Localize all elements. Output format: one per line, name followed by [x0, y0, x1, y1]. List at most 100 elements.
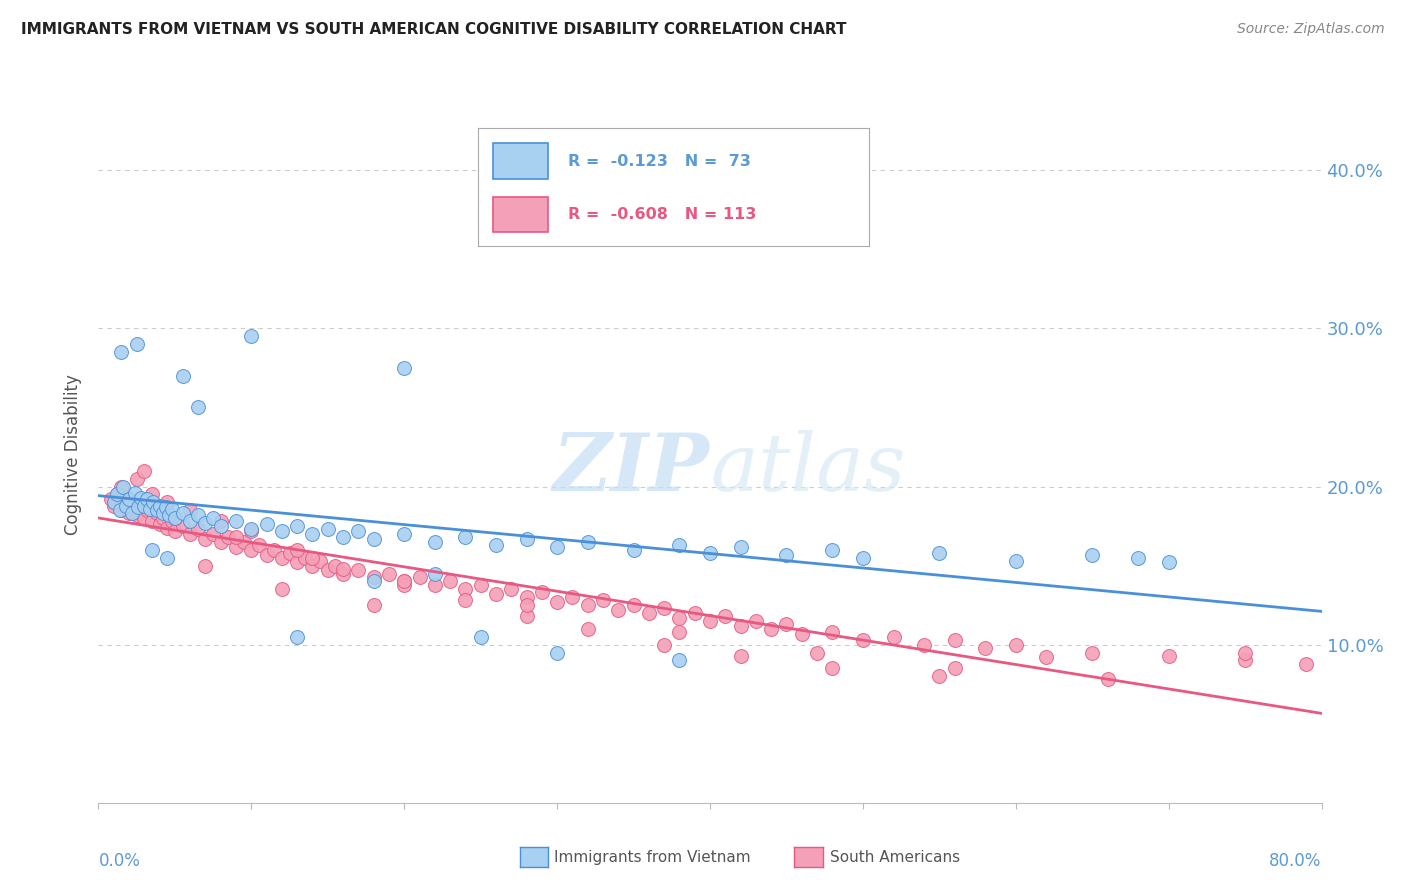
Point — [225, 530, 247, 544]
Point — [156, 550, 179, 565]
Text: 0.0%: 0.0% — [98, 852, 141, 870]
Point — [821, 625, 844, 640]
Point — [285, 542, 308, 557]
Point — [172, 519, 194, 533]
Point — [392, 577, 416, 591]
Point — [928, 669, 950, 683]
Point — [232, 534, 254, 549]
Point — [883, 630, 905, 644]
Point — [172, 507, 194, 521]
Point — [172, 368, 194, 383]
Point — [1097, 673, 1119, 687]
Point — [134, 464, 156, 478]
Point — [202, 527, 225, 541]
Point — [157, 508, 180, 522]
Point — [118, 492, 141, 507]
Point — [179, 527, 201, 541]
Text: Source: ZipAtlas.com: Source: ZipAtlas.com — [1237, 22, 1385, 37]
Point — [821, 542, 844, 557]
Point — [160, 501, 183, 516]
Point — [270, 550, 292, 565]
Point — [516, 598, 538, 612]
Point — [576, 534, 599, 549]
Point — [1081, 646, 1104, 660]
Point — [454, 530, 477, 544]
Point — [309, 554, 332, 568]
Point — [278, 546, 301, 560]
Point — [637, 606, 661, 620]
Point — [285, 556, 308, 570]
Point — [115, 495, 138, 509]
Point — [134, 511, 156, 525]
Point — [110, 503, 132, 517]
Point — [668, 653, 690, 667]
Point — [194, 532, 217, 546]
Text: ZIP: ZIP — [553, 430, 710, 508]
Point — [943, 661, 966, 675]
Point — [152, 507, 174, 521]
Text: IMMIGRANTS FROM VIETNAM VS SOUTH AMERICAN COGNITIVE DISABILITY CORRELATION CHART: IMMIGRANTS FROM VIETNAM VS SOUTH AMERICA… — [21, 22, 846, 37]
Point — [136, 503, 159, 517]
Point — [714, 609, 737, 624]
Point — [775, 548, 797, 562]
Point — [108, 503, 131, 517]
Point — [363, 574, 385, 589]
Point — [125, 508, 148, 522]
Point — [115, 499, 138, 513]
Point — [501, 582, 523, 597]
Point — [668, 611, 690, 625]
Point — [209, 534, 232, 549]
Point — [118, 507, 141, 521]
Point — [730, 648, 752, 663]
Point — [623, 598, 645, 612]
Point — [1081, 548, 1104, 562]
Point — [392, 527, 416, 541]
Point — [240, 542, 263, 557]
Point — [179, 514, 201, 528]
Point — [454, 582, 477, 597]
Point — [202, 511, 225, 525]
Point — [217, 530, 239, 544]
Point — [160, 514, 183, 528]
Point — [516, 609, 538, 624]
Point — [316, 563, 339, 577]
Point — [623, 542, 645, 557]
Point — [149, 499, 172, 513]
Text: atlas: atlas — [710, 430, 905, 508]
Point — [156, 495, 179, 509]
Point — [1004, 638, 1026, 652]
Point — [285, 519, 308, 533]
Text: Immigrants from Vietnam: Immigrants from Vietnam — [554, 850, 751, 864]
Point — [546, 646, 568, 660]
Point — [121, 499, 143, 513]
Point — [516, 591, 538, 605]
Point — [301, 527, 323, 541]
Point — [668, 538, 690, 552]
Point — [194, 558, 217, 573]
Point — [294, 550, 316, 565]
Point — [652, 638, 675, 652]
Point — [423, 534, 446, 549]
Point — [408, 570, 430, 584]
Point — [378, 566, 401, 581]
Point — [974, 640, 997, 655]
Point — [110, 479, 132, 493]
Point — [301, 550, 323, 565]
Point — [699, 546, 721, 560]
Point — [454, 593, 477, 607]
Point — [423, 577, 446, 591]
Y-axis label: Cognitive Disability: Cognitive Disability — [65, 375, 83, 535]
Point — [125, 472, 148, 486]
Point — [347, 563, 370, 577]
Point — [790, 626, 813, 640]
Point — [129, 500, 152, 514]
Point — [209, 519, 232, 533]
Point — [105, 487, 128, 501]
Point — [485, 587, 508, 601]
Point — [546, 595, 568, 609]
Point — [134, 499, 156, 513]
Point — [240, 524, 263, 538]
Point — [332, 566, 354, 581]
Point — [155, 500, 177, 514]
Point — [127, 500, 149, 514]
